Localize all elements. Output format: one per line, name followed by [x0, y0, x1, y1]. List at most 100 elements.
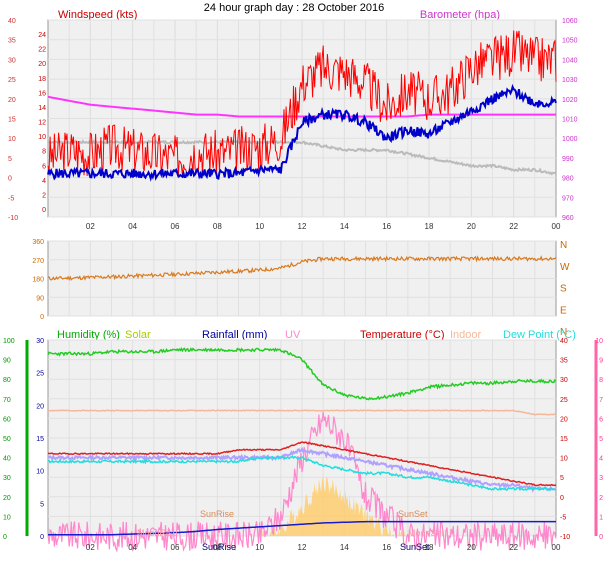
windspeed-inner-tick-label: 6 [42, 163, 46, 170]
hour-tick-label: 02 [86, 543, 95, 552]
windspeed-inner-tick-label: 24 [38, 32, 46, 39]
hour-tick-label: 02 [86, 222, 95, 231]
uv-tick-label: 9 [599, 358, 603, 365]
direction-degree-ticks: 0 90 180 270 360 [32, 239, 44, 321]
hour-tick-label: 04 [128, 222, 137, 231]
humidity-tick-label: 40 [3, 456, 11, 463]
astro-annotations: SunRise SunSet MoonRise MoonSet SunRise SunSe… [137, 509, 445, 552]
astro-label: MoonRise [137, 528, 178, 538]
windspeed-ticks: -10 -5 0 5 10 15 20 25 30 35 40 [8, 18, 18, 222]
humidity-tick-label: 70 [3, 397, 11, 404]
uv-tick-label: 3 [599, 475, 603, 482]
barometer-tick-label: 970 [562, 195, 574, 202]
graph-title: 24 hour graph day : 28 October 2016 [204, 2, 384, 14]
weather-multi-panel: Humidity (%) Solar Rainfall (mm) UV Temperat… [3, 329, 603, 553]
astro-label: MoonSet [408, 528, 445, 538]
direction-series [47, 255, 557, 282]
hour-tick-label: 14 [340, 543, 349, 552]
compass-label: W [560, 262, 570, 273]
uv-tick-label: 1 [599, 514, 603, 521]
hour-tick-label: 14 [340, 222, 349, 231]
dew-point-line [47, 454, 557, 491]
barometer-tick-label: 960 [562, 215, 574, 222]
direction-tick-label: 90 [36, 295, 44, 302]
windspeed-tick-label: 20 [8, 97, 16, 104]
hour-tick-label: 12 [298, 222, 307, 231]
legend-item: Rainfall (mm) [202, 329, 267, 341]
astro-label: SunSet [400, 542, 430, 552]
windspeed-inner-tick-label: 12 [38, 120, 46, 127]
rain-tick-label: 0 [40, 534, 44, 541]
hour-ticks-bottom: 02 04 06 08 10 12 14 16 18 20 22 00 [86, 543, 561, 552]
rainfall-line [48, 520, 556, 536]
uv-tick-label: 6 [599, 416, 603, 423]
temperature-tick-label: 10 [560, 456, 568, 463]
uv-line [47, 411, 557, 553]
humidity-tick-label: 20 [3, 495, 11, 502]
multi-legend: Humidity (%) Solar Rainfall (mm) UV Temperat… [57, 329, 576, 341]
hour-tick-label: 08 [213, 543, 222, 552]
compass-label: N [560, 240, 567, 251]
barometer-tick-label: 1040 [562, 57, 578, 64]
multi-axes: 0102030405060708090100051015202530-10-50… [3, 338, 603, 541]
legend-item: Solar [125, 329, 151, 341]
uv-tick-label: 7 [599, 397, 603, 404]
windspeed-inner-tick-label: 20 [38, 61, 46, 68]
barometer-tick-label: 980 [562, 176, 574, 183]
legend-item: UV [285, 329, 301, 341]
barometer-tick-label: 1010 [562, 117, 578, 124]
hour-tick-label: 12 [298, 543, 307, 552]
temperature-tick-label: 30 [560, 377, 568, 384]
astro-label: SunSet [398, 509, 428, 519]
hour-tick-label: 00 [552, 222, 561, 231]
astro-label: SunRise [202, 542, 236, 552]
barometer-tick-label: 1050 [562, 38, 578, 45]
barometer-tick-label: 990 [562, 156, 574, 163]
humidity-tick-label: 0 [3, 534, 7, 541]
windspeed-axis-title: Windspeed (kts) [58, 9, 137, 21]
direction-tick-label: 180 [32, 277, 44, 284]
hour-tick-label: 10 [255, 543, 264, 552]
legend-item: Dew Point (°C) [503, 329, 576, 341]
windspeed-inner-tick-label: 10 [38, 134, 46, 141]
rain-tick-label: 30 [36, 338, 44, 345]
wind-direction-line [47, 255, 557, 282]
rain-tick-label: 15 [36, 436, 44, 443]
temperature-tick-label: 35 [560, 358, 568, 365]
wind-average-line [47, 83, 557, 182]
humidity-tick-label: 90 [3, 358, 11, 365]
wind-baro-panel: Windspeed (kts) Barometer (hpa) -10 -5 0 5 1… [8, 9, 578, 231]
direction-tick-label: 270 [32, 258, 44, 265]
hour-tick-label: 22 [509, 543, 518, 552]
windspeed-tick-label: 30 [8, 57, 16, 64]
wind-baro-grid [48, 19, 556, 218]
temperature-line [47, 441, 557, 487]
windspeed-tick-label: 0 [8, 176, 12, 183]
hour-tick-label: 10 [255, 222, 264, 231]
uv-tick-label: 4 [599, 456, 603, 463]
windspeed-tick-label: 10 [8, 136, 16, 143]
humidity-tick-label: 80 [3, 377, 11, 384]
hour-tick-label: 20 [467, 543, 476, 552]
temperature-tick-label: -5 [560, 514, 566, 521]
windspeed-tick-label: 25 [8, 77, 16, 84]
hour-tick-label: 22 [509, 222, 518, 231]
windspeed-inner-tick-label: 22 [38, 47, 46, 54]
compass-label: S [560, 284, 567, 295]
windspeed-tick-label: 40 [8, 18, 16, 25]
humidity-tick-label: 100 [3, 338, 15, 345]
direction-tick-label: 360 [32, 239, 44, 246]
rain-tick-label: 25 [36, 371, 44, 378]
windspeed-inner-tick-label: 2 [42, 192, 46, 199]
temperature-tick-label: -10 [560, 534, 570, 541]
indoor-temperature-line [48, 409, 557, 416]
temperature-tick-label: 0 [560, 495, 564, 502]
barometer-tick-label: 1060 [562, 18, 578, 25]
wind-baro-series [47, 30, 557, 182]
hour-tick-label: 18 [425, 222, 434, 231]
humidity-line [47, 346, 557, 401]
compass-label: N [560, 327, 567, 338]
direction-tick-label: 0 [40, 314, 44, 321]
